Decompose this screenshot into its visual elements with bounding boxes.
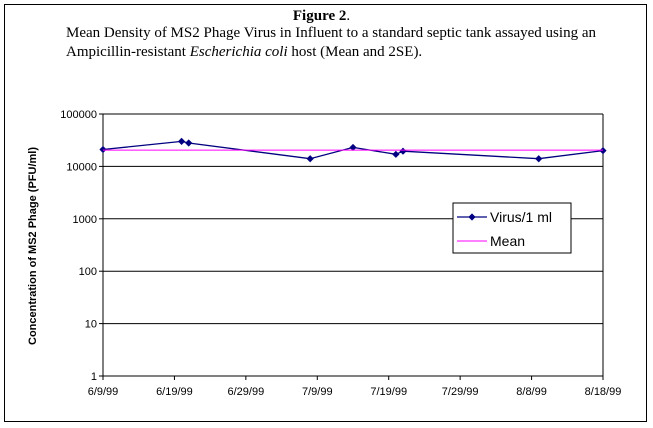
legend: Virus/1 ml Mean xyxy=(452,202,572,254)
caption-text-1: Mean Density of MS2 Phage Virus in Influ… xyxy=(66,25,596,60)
legend-swatch-marker xyxy=(468,213,476,221)
data-point xyxy=(306,155,314,163)
data-point xyxy=(349,143,357,152)
x-tick-label: 6/19/99 xyxy=(156,386,193,398)
caption-text-2: host (Mean and 2SE). xyxy=(287,44,423,60)
axes xyxy=(99,113,604,380)
figure-heading: Figure 2. xyxy=(0,7,643,25)
y-tick-label: 100000 xyxy=(60,109,97,121)
legend-label: Virus/1 ml xyxy=(490,209,552,225)
data-point xyxy=(99,145,107,154)
legend-label: Mean xyxy=(490,233,525,249)
data-point xyxy=(185,139,193,147)
y-tick-label: 10 xyxy=(85,319,97,331)
x-tick-label: 6/9/99 xyxy=(88,386,119,398)
x-tick-label: 8/18/99 xyxy=(585,386,622,398)
grid-lines xyxy=(103,113,603,325)
x-tick-label: 8/8/99 xyxy=(516,386,547,398)
y-tick-label: 1 xyxy=(91,371,97,383)
y-tick-label: 1000 xyxy=(73,214,97,226)
figure-label: Figure 2 xyxy=(292,8,347,24)
data-point xyxy=(599,147,607,155)
x-tick-labels: 6/9/99 6/19/99 6/29/99 7/9/99 7/19/99 7/29/99… xyxy=(88,386,622,398)
y-tick-label: 10000 xyxy=(66,161,97,173)
figure-label-suffix: . xyxy=(346,8,351,24)
data-point xyxy=(399,147,407,155)
legend-box xyxy=(452,202,572,254)
y-tick-label: 100 xyxy=(79,266,97,278)
figure-caption: Mean Density of MS2 Phage Virus in Influ… xyxy=(66,24,636,62)
y-tick-labels: 1 10 100 1000 10000 100000 xyxy=(60,109,97,383)
series-group xyxy=(99,137,607,163)
data-point xyxy=(392,150,400,158)
data-point xyxy=(177,137,186,145)
x-tick-label: 7/29/99 xyxy=(442,386,479,398)
caption-organism: Escherichia coli xyxy=(189,44,288,60)
data-point xyxy=(535,155,543,163)
x-tick-label: 7/19/99 xyxy=(370,386,407,398)
x-tick-label: 6/29/99 xyxy=(228,386,265,398)
x-tick-label: 7/9/99 xyxy=(302,386,333,398)
y-axis-label: Concentration of MS2 Phage (PFU/ml) xyxy=(27,147,39,345)
